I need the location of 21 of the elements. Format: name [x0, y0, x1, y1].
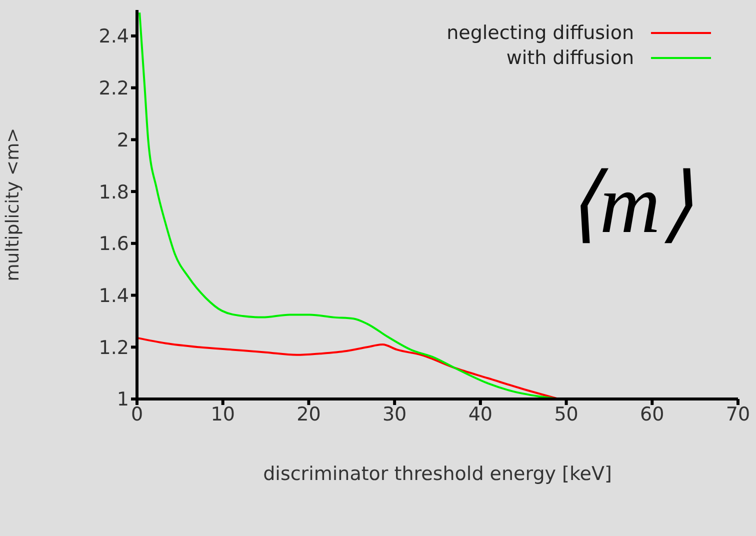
y-tick-label: 1.4 [98, 285, 129, 308]
legend-label: with diffusion [506, 46, 634, 68]
x-tick-label: 20 [296, 403, 321, 426]
x-tick-label: 50 [554, 403, 578, 426]
annotation: ⟨m⟩ [566, 158, 694, 251]
x-tick-label: 60 [640, 403, 664, 426]
y-tick-label: 2.4 [98, 26, 129, 48]
legend-label: neglecting diffusion [446, 22, 634, 44]
y-tick-label: 1 [116, 388, 129, 411]
y-axis-title: multiplicity <m> [2, 128, 24, 282]
y-tick-label: 1.2 [98, 336, 129, 359]
x-axis-title: discriminator threshold energy [keV] [263, 463, 612, 485]
x-tick-label: 70 [726, 403, 750, 426]
x-tick-label: 10 [210, 403, 235, 426]
y-tick-label: 2 [116, 129, 129, 152]
x-tick-label: 0 [130, 403, 144, 426]
y-tick-label: 2.2 [98, 78, 129, 100]
y-tick-label: 1.6 [98, 233, 129, 256]
y-tick-label: 1.8 [98, 181, 129, 204]
x-tick-label: 30 [382, 403, 407, 426]
x-tick-label: 40 [468, 403, 493, 426]
